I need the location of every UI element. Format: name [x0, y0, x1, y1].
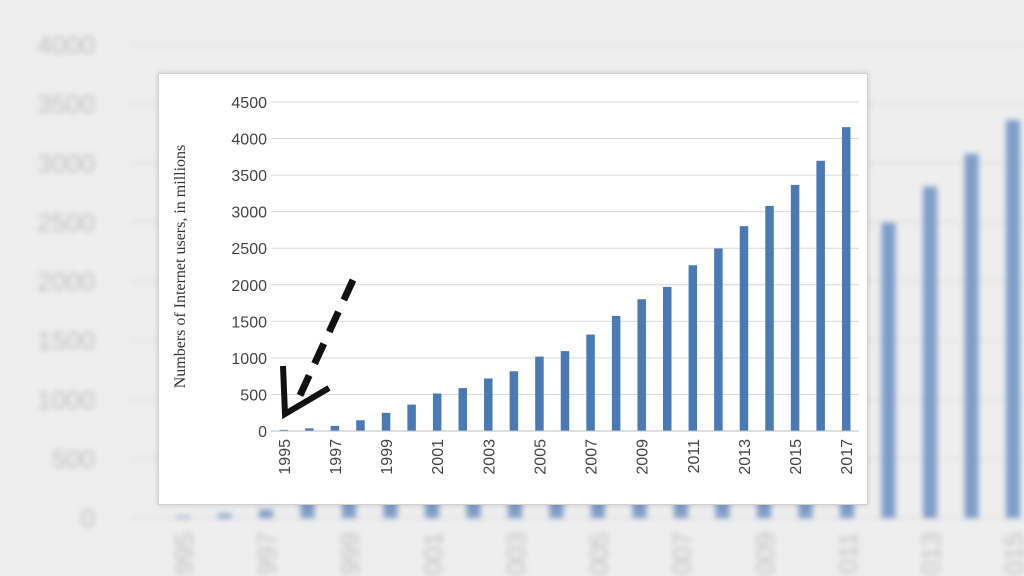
y-tick-label: 3000 [231, 205, 267, 222]
bg-y-tick-label: 0 [81, 503, 95, 533]
arrow-shaft [293, 278, 357, 404]
bar-2011 [688, 265, 698, 431]
x-tick-label: 2017 [839, 439, 856, 475]
y-tick-label: 2500 [231, 241, 267, 258]
bg-y-tick-label: 1500 [37, 326, 95, 356]
x-tick-label: 2009 [635, 439, 652, 475]
bar-2012 [714, 248, 723, 431]
x-tick-label: 1999 [379, 439, 396, 475]
bar-2001 [432, 393, 442, 431]
bar-2002 [458, 388, 467, 431]
bar-2017 [841, 127, 851, 432]
y-tick-label: 500 [240, 387, 267, 404]
x-tick-label: 2013 [737, 439, 754, 475]
bg-y-tick-label: 3500 [37, 89, 95, 119]
x-tick-label: 2011 [686, 439, 703, 474]
bg-x-tick-label: 1995 [169, 532, 199, 576]
dashed-arrow-annotation [280, 278, 357, 420]
y-tick-label: 1500 [231, 314, 267, 331]
bar-2009 [637, 299, 646, 431]
bar-chart: 0 500 1000 1500 2000 2500 3000 3500 4000 4500 199… [172, 95, 859, 475]
bar-series [279, 127, 851, 432]
bg-bar [1006, 119, 1020, 519]
chart-panel: 0 500 1000 1500 2000 2500 3000 3500 4000 4500 199… [158, 73, 868, 505]
bar-2008 [611, 315, 621, 431]
bg-bar [923, 186, 937, 518]
bg-bar [259, 509, 273, 518]
bar-1999 [381, 412, 391, 431]
bar-2006 [560, 351, 570, 431]
bg-x-tick-label: 2005 [584, 532, 614, 576]
bg-x-tick-label: 2007 [667, 532, 697, 576]
bar-1998 [356, 420, 365, 431]
bg-x-tick-label: 2009 [750, 532, 780, 576]
bar-2010 [663, 286, 672, 431]
x-tick-label: 2001 [430, 439, 447, 475]
bar-2000 [407, 404, 416, 431]
bar-2016 [816, 160, 825, 431]
bar-2004 [509, 371, 519, 431]
y-tick-label: 0 [258, 424, 267, 441]
bg-x-tick-label: 2003 [501, 532, 531, 576]
x-tick-label: 1995 [277, 439, 294, 475]
bar-2007 [586, 334, 595, 431]
y-tick-label: 1000 [231, 351, 267, 368]
bg-bar [964, 153, 979, 518]
bar-1997 [330, 425, 340, 431]
bar-2005 [535, 356, 544, 431]
x-tick-label: 2005 [532, 439, 549, 475]
x-tick-label: 2007 [584, 439, 601, 475]
bg-x-tick-label: 1999 [335, 532, 365, 576]
x-tick-label: 2003 [481, 439, 498, 475]
bar-1996 [305, 428, 314, 431]
y-tick-label: 4500 [231, 95, 267, 112]
bg-y-tick-label: 500 [52, 444, 95, 474]
bg-x-tick-label: 1997 [252, 532, 282, 576]
y-tick-label: 3500 [231, 168, 267, 185]
y-axis-ticks: 0 500 1000 1500 2000 2500 3000 3500 4000 4500 [231, 95, 267, 441]
y-axis-title: Numbers of Internet users, in millions [172, 145, 189, 389]
bg-x-tick-label: 2015 [999, 532, 1024, 576]
bar-2003 [484, 378, 493, 431]
bar-2013 [739, 226, 749, 431]
x-tick-label: 2015 [788, 439, 805, 475]
bar-1995 [279, 429, 289, 431]
x-axis-ticks: 1995 1997 1999 2001 2003 2005 2007 2009 2011 2013… [277, 439, 856, 475]
bg-bar [881, 222, 896, 519]
bg-x-tick-label: 2001 [418, 532, 448, 576]
bg-y-tick-label: 1000 [37, 385, 95, 415]
bg-y-tick-label: 2500 [37, 207, 95, 237]
y-tick-label: 4000 [231, 132, 267, 149]
arrow-head [280, 365, 331, 420]
bg-x-tick-label: 2013 [916, 532, 946, 576]
bar-2015 [790, 184, 800, 431]
bg-y-tick-label: 3000 [37, 148, 95, 178]
bg-x-tick-label: 2011 [833, 532, 863, 576]
y-tick-label: 2000 [231, 278, 267, 295]
bg-y-tick-label: 4000 [37, 30, 95, 60]
bg-bar [176, 516, 190, 518]
x-tick-label: 1997 [328, 439, 345, 475]
bg-y-tick-label: 2000 [37, 267, 95, 297]
bg-bar [217, 513, 232, 518]
bar-2014 [765, 205, 774, 431]
